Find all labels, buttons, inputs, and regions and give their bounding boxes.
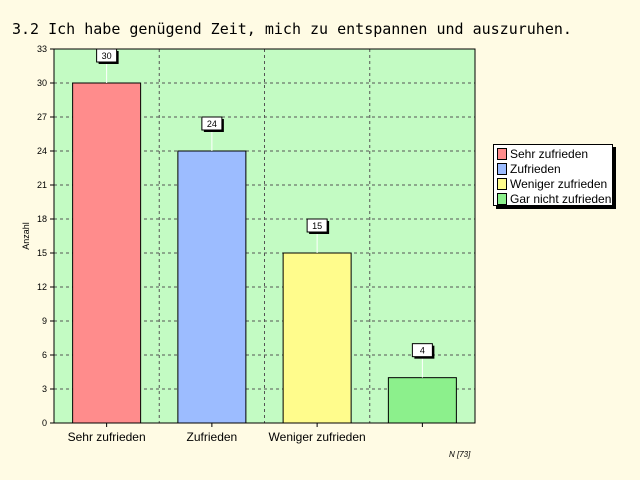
legend-label: Gar nicht zufrieden	[510, 191, 612, 206]
legend-swatch	[497, 147, 507, 160]
y-tick-label: 27	[37, 112, 47, 122]
data-label-box	[411, 343, 433, 358]
bar	[282, 252, 352, 424]
data-label-box	[306, 218, 328, 233]
y-tick-label: 6	[42, 350, 47, 360]
data-label-box	[96, 48, 118, 63]
x-tick-label: Sehr zufrieden	[68, 430, 146, 444]
bar	[72, 82, 142, 424]
x-tick-label: Zufrieden	[187, 430, 238, 444]
legend-swatch	[497, 192, 507, 205]
y-tick-label: 33	[37, 44, 47, 54]
legend-item: Gar nicht zufrieden	[497, 191, 612, 206]
y-tick-label: 24	[37, 146, 47, 156]
legend-item: Zufrieden	[497, 161, 609, 176]
data-label-box	[201, 116, 223, 131]
data-label: 15	[312, 221, 322, 231]
plot-border	[53, 48, 476, 424]
y-tick-label: 12	[37, 282, 47, 292]
bar	[177, 150, 247, 424]
y-axis-title: Anzahl	[21, 222, 31, 250]
x-tick-label: Weniger zufrieden	[269, 430, 366, 444]
sample-size-note: N [73]	[449, 450, 471, 459]
legend-label: Weniger zufrieden	[510, 176, 608, 191]
legend-swatch	[497, 162, 507, 175]
legend-label: Zufrieden	[510, 161, 561, 176]
data-label: 4	[420, 346, 425, 356]
y-tick-label: 9	[42, 316, 47, 326]
chart-title: 3.2 Ich habe genügend Zeit, mich zu ents…	[12, 20, 572, 38]
data-label: 24	[207, 119, 217, 129]
chart-legend: Sehr zufrieden Zufrieden Weniger zufrieden…	[493, 144, 613, 206]
y-tick-label: 3	[42, 384, 47, 394]
y-tick-label: 30	[37, 78, 47, 88]
y-tick-label: 18	[37, 214, 47, 224]
y-tick-label: 21	[37, 180, 47, 190]
y-tick-label: 0	[42, 418, 47, 428]
y-tick-label: 15	[37, 248, 47, 258]
bar	[387, 377, 457, 424]
legend-item: Weniger zufrieden	[497, 176, 609, 191]
legend-label: Sehr zufrieden	[510, 146, 589, 161]
legend-swatch	[497, 177, 507, 190]
legend-item: Sehr zufrieden	[497, 146, 609, 161]
data-label: 30	[102, 51, 112, 61]
